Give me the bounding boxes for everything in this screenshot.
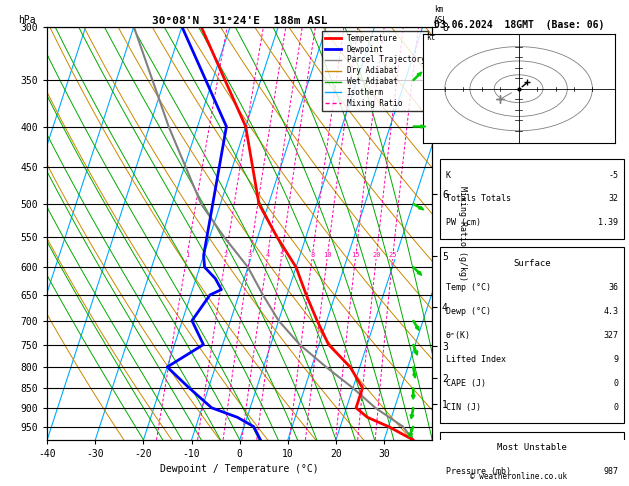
Y-axis label: Mixing Ratio (g/kg): Mixing Ratio (g/kg): [459, 186, 467, 281]
Text: 32: 32: [608, 194, 618, 204]
Text: 25: 25: [389, 252, 397, 259]
Text: kt: kt: [426, 34, 436, 42]
Text: 8: 8: [310, 252, 314, 259]
Text: 5: 5: [279, 252, 284, 259]
X-axis label: Dewpoint / Temperature (°C): Dewpoint / Temperature (°C): [160, 465, 319, 474]
Legend: Temperature, Dewpoint, Parcel Trajectory, Dry Adiabat, Wet Adiabat, Isotherm, Mi: Temperature, Dewpoint, Parcel Trajectory…: [322, 31, 428, 111]
Text: hPa: hPa: [18, 15, 36, 25]
Text: PW (cm): PW (cm): [445, 218, 481, 227]
Title: 30°08'N  31°24'E  188m ASL: 30°08'N 31°24'E 188m ASL: [152, 16, 328, 26]
Text: 3: 3: [248, 252, 252, 259]
Text: -5: -5: [608, 171, 618, 179]
Text: K: K: [445, 171, 450, 179]
Text: 9: 9: [613, 355, 618, 364]
Text: Most Unstable: Most Unstable: [497, 443, 567, 452]
Bar: [440, 159, 624, 239]
Text: 0: 0: [613, 379, 618, 388]
Text: 20: 20: [372, 252, 381, 259]
Text: 327: 327: [603, 331, 618, 340]
Text: CIN (J): CIN (J): [445, 403, 481, 412]
Text: 2: 2: [224, 252, 228, 259]
Bar: [440, 432, 624, 486]
Text: 36: 36: [608, 283, 618, 292]
Bar: [440, 247, 624, 423]
Text: CAPE (J): CAPE (J): [445, 379, 486, 388]
Text: 10: 10: [323, 252, 331, 259]
Text: Totals Totals: Totals Totals: [445, 194, 511, 204]
Text: 987: 987: [603, 467, 618, 476]
Text: Temp (°C): Temp (°C): [445, 283, 491, 292]
Text: 1.39: 1.39: [598, 218, 618, 227]
Text: Dewp (°C): Dewp (°C): [445, 307, 491, 316]
Text: θᵉ(K): θᵉ(K): [445, 331, 470, 340]
Text: 15: 15: [352, 252, 360, 259]
Text: © weatheronline.co.uk: © weatheronline.co.uk: [470, 472, 567, 481]
Text: Surface: Surface: [513, 259, 551, 268]
Text: 1: 1: [185, 252, 189, 259]
Text: 4.3: 4.3: [603, 307, 618, 316]
Text: 03.06.2024  18GMT  (Base: 06): 03.06.2024 18GMT (Base: 06): [434, 20, 604, 31]
Text: Lifted Index: Lifted Index: [445, 355, 506, 364]
Text: 4: 4: [265, 252, 270, 259]
Text: 0: 0: [613, 403, 618, 412]
Text: Pressure (mb): Pressure (mb): [445, 467, 511, 476]
Text: km
ASL: km ASL: [434, 5, 448, 25]
